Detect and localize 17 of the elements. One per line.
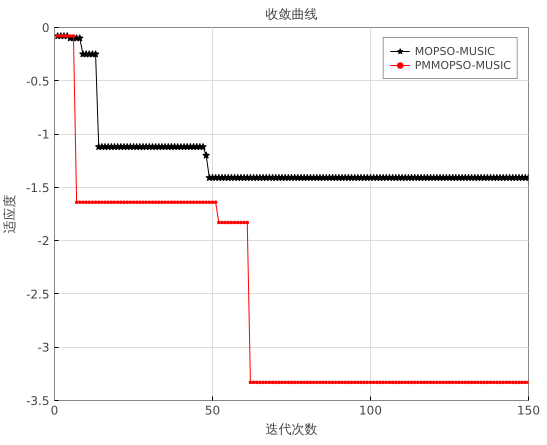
- y-tick-label: -1: [38, 128, 50, 142]
- y-tick-label: -0.5: [26, 74, 50, 88]
- legend-label: PMMOPSO-MUSIC: [414, 58, 511, 72]
- x-tick-label: 50: [204, 404, 220, 418]
- y-tick-label: 0: [42, 21, 50, 35]
- y-tick-label: -3: [38, 340, 50, 355]
- y-tick-label: -1.5: [26, 180, 50, 195]
- legend-label: MOPSO-MUSIC: [414, 44, 495, 58]
- y-tick-label: -2.5: [26, 287, 50, 302]
- x-axis-title: 迭代次数: [266, 422, 318, 438]
- y-axis-title: 适应度: [2, 194, 18, 234]
- x-tick-label: 0: [50, 404, 58, 418]
- y-tick-label: -2: [38, 234, 50, 248]
- chart-title: 收敛曲线: [266, 8, 318, 22]
- x-tick-label: 150: [517, 404, 540, 418]
- y-tick-label: -3.5: [26, 394, 50, 408]
- x-tick-label: 100: [359, 404, 382, 418]
